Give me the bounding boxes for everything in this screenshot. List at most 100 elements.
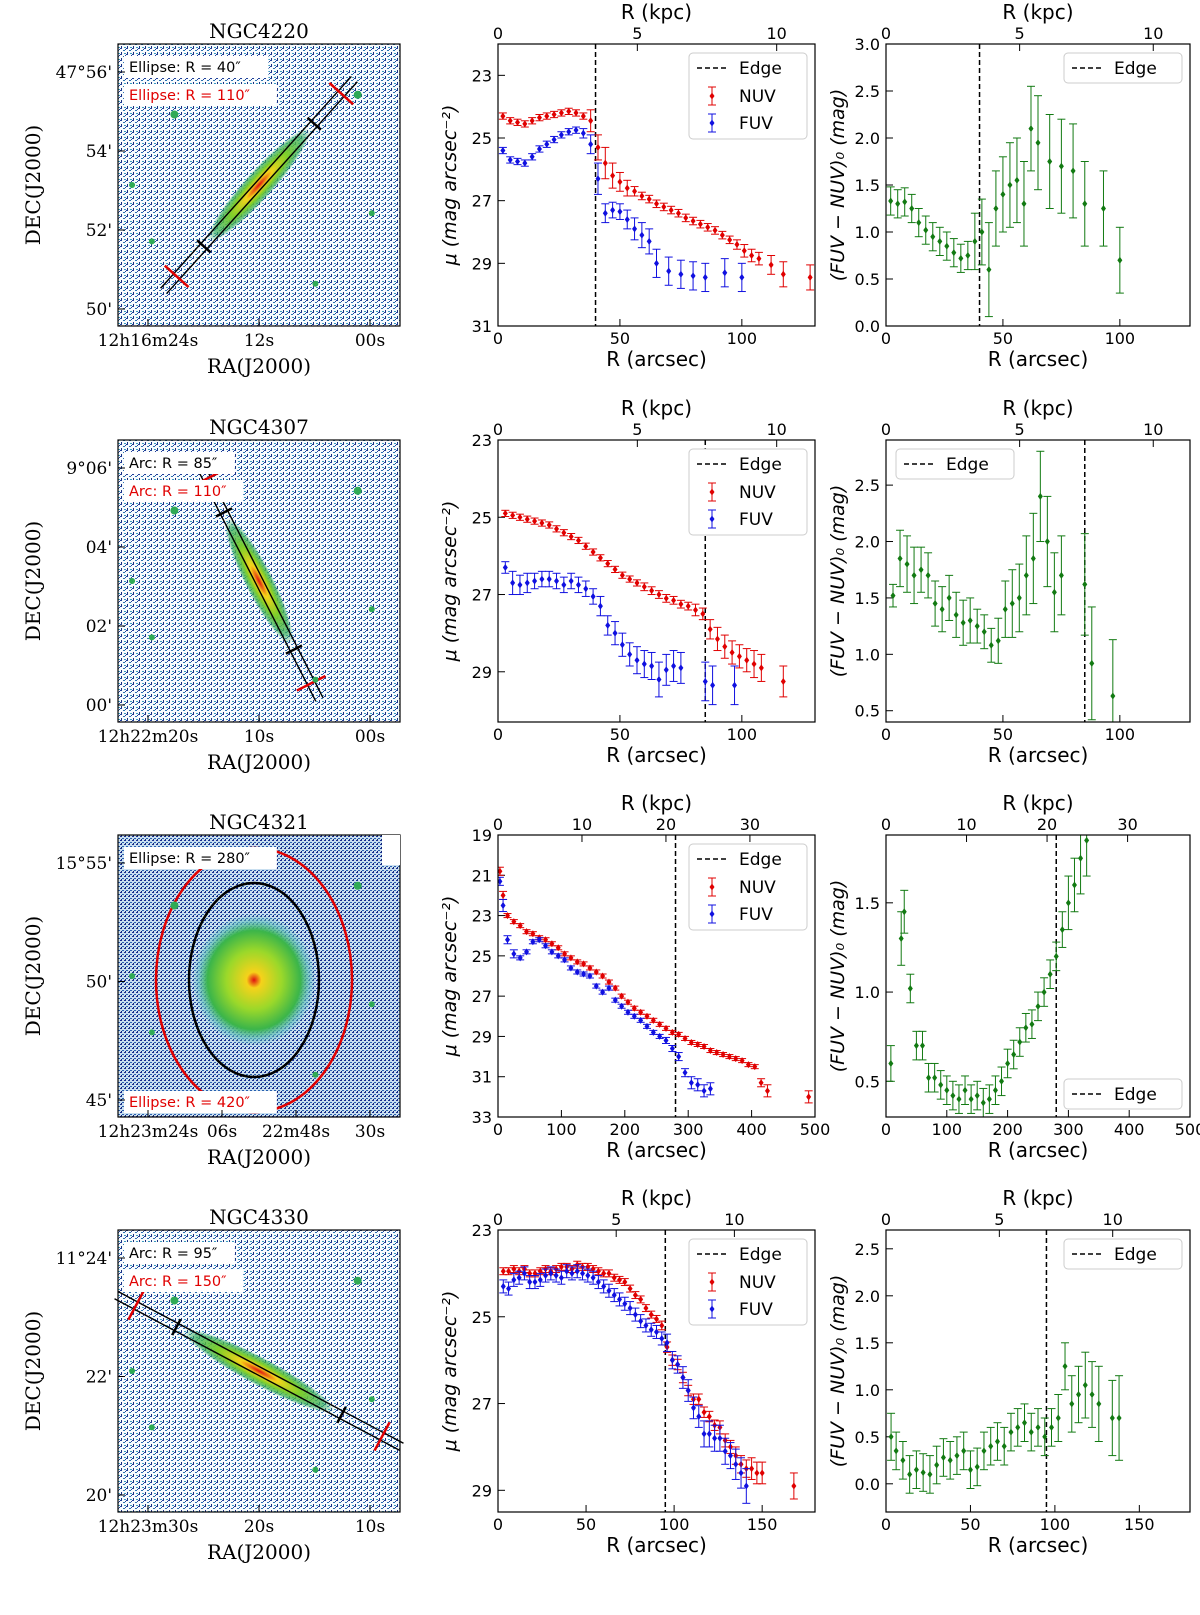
- data-point: [663, 666, 669, 674]
- data-point: [947, 1456, 953, 1464]
- data-point: [696, 1395, 702, 1403]
- legend: Edge: [1063, 1238, 1183, 1270]
- data-point: [1002, 605, 1008, 613]
- inner-mark: [171, 1318, 182, 1336]
- annotation-text: Ellipse: R = 40″: [129, 60, 241, 76]
- kpc-tick-label: 10: [724, 1210, 744, 1229]
- field-source: [312, 1466, 319, 1473]
- data-point: [555, 952, 561, 960]
- ra-tick-label: 10s: [244, 727, 274, 747]
- kpc-tick-label: 0: [493, 420, 503, 439]
- legend-edge-label: Edge: [1114, 59, 1157, 79]
- data-point: [939, 605, 945, 613]
- data-point: [707, 1047, 713, 1055]
- series-group: [889, 450, 1117, 722]
- data-point: [705, 223, 711, 231]
- data-point: [671, 662, 677, 670]
- data-point: [722, 643, 728, 651]
- data-point: [532, 1278, 538, 1286]
- data-point: [517, 922, 523, 930]
- data-point: [632, 1291, 638, 1299]
- y-tick-label: 1.0: [855, 223, 880, 242]
- kpc-tick-label: 20: [656, 815, 676, 834]
- outer-mark: [127, 1290, 145, 1321]
- series-FUV-NUV: [889, 450, 1117, 722]
- data-point: [1089, 659, 1095, 667]
- data-point: [1096, 1400, 1102, 1408]
- data-point: [590, 1274, 596, 1282]
- data-point: [1047, 158, 1053, 165]
- data-point: [643, 1304, 649, 1312]
- data-point: [807, 273, 813, 281]
- major-axis: [194, 463, 317, 702]
- data-point: [690, 272, 696, 280]
- data-point: [580, 1269, 586, 1277]
- y-tick-label: 25: [472, 1308, 492, 1327]
- data-point: [675, 1360, 681, 1368]
- data-point: [791, 1482, 797, 1490]
- data-point: [1051, 588, 1057, 596]
- outer-mark: [163, 264, 190, 289]
- data-point: [632, 187, 638, 195]
- data-point: [888, 1433, 894, 1441]
- data-point: [606, 1287, 612, 1295]
- data-point: [644, 1022, 650, 1030]
- y-axis-label: (FUV − NUV)₀ (mag): [827, 485, 849, 677]
- y-tick-label: 23: [472, 66, 492, 85]
- field-source: [129, 578, 136, 584]
- data-point: [923, 226, 929, 234]
- field-source: [129, 182, 136, 188]
- x-axis-label: R (arcsec): [988, 1138, 1089, 1162]
- data-point: [551, 111, 557, 118]
- data-point: [980, 1099, 986, 1107]
- data-point: [988, 1442, 994, 1450]
- data-point: [751, 660, 757, 668]
- y-tick-label: 0.5: [855, 1428, 880, 1447]
- legend-swatch: [709, 1305, 715, 1313]
- data-point: [654, 1328, 659, 1336]
- inner-mark: [196, 239, 212, 254]
- data-point: [558, 1274, 564, 1282]
- dec-axis-label: DEC(J2000): [21, 1311, 45, 1431]
- data-point: [1037, 492, 1043, 500]
- y-tick-label: 31: [472, 317, 492, 336]
- y-tick-label: 27: [472, 1395, 492, 1414]
- y-tick-label: 2.0: [855, 533, 880, 552]
- x-tick-label: 400: [1114, 1120, 1145, 1139]
- data-point: [558, 1263, 564, 1271]
- data-point: [643, 1321, 649, 1329]
- data-point: [706, 1413, 712, 1421]
- data-point: [611, 1291, 617, 1299]
- top-axis-label: R (kpc): [1002, 396, 1073, 420]
- x-tick-label: 0: [493, 1515, 503, 1534]
- data-point: [622, 1278, 628, 1286]
- series-FUV-NUV: [887, 1342, 1124, 1494]
- top-axis-label: R (kpc): [1002, 791, 1073, 815]
- annotation-box: [124, 84, 277, 106]
- data-point: [1029, 1020, 1035, 1028]
- field-source: [353, 881, 362, 890]
- annotation-box: [124, 1242, 235, 1264]
- data-point: [611, 1274, 617, 1282]
- data-point: [536, 145, 542, 153]
- kpc-tick-label: 0: [881, 420, 891, 439]
- data-point: [539, 519, 545, 527]
- annotation-text: Arc: R = 95″: [129, 1246, 218, 1262]
- outer-mark: [373, 1421, 391, 1452]
- y-tick-label: 29: [472, 254, 492, 273]
- data-point: [573, 126, 579, 134]
- data-point: [780, 270, 786, 278]
- y-tick-label: 29: [472, 663, 492, 682]
- series-group: [886, 85, 1124, 318]
- series-NUV: [501, 509, 788, 698]
- inner-mark: [306, 116, 322, 131]
- y-tick-label: 1.5: [855, 176, 880, 195]
- field-source: [170, 506, 179, 515]
- data-point: [625, 998, 631, 1006]
- x-tick-label: 150: [747, 1515, 778, 1534]
- data-point: [925, 571, 931, 579]
- x-tick-label: 150: [1124, 1515, 1155, 1534]
- data-point: [678, 664, 684, 672]
- data-point: [717, 1434, 723, 1442]
